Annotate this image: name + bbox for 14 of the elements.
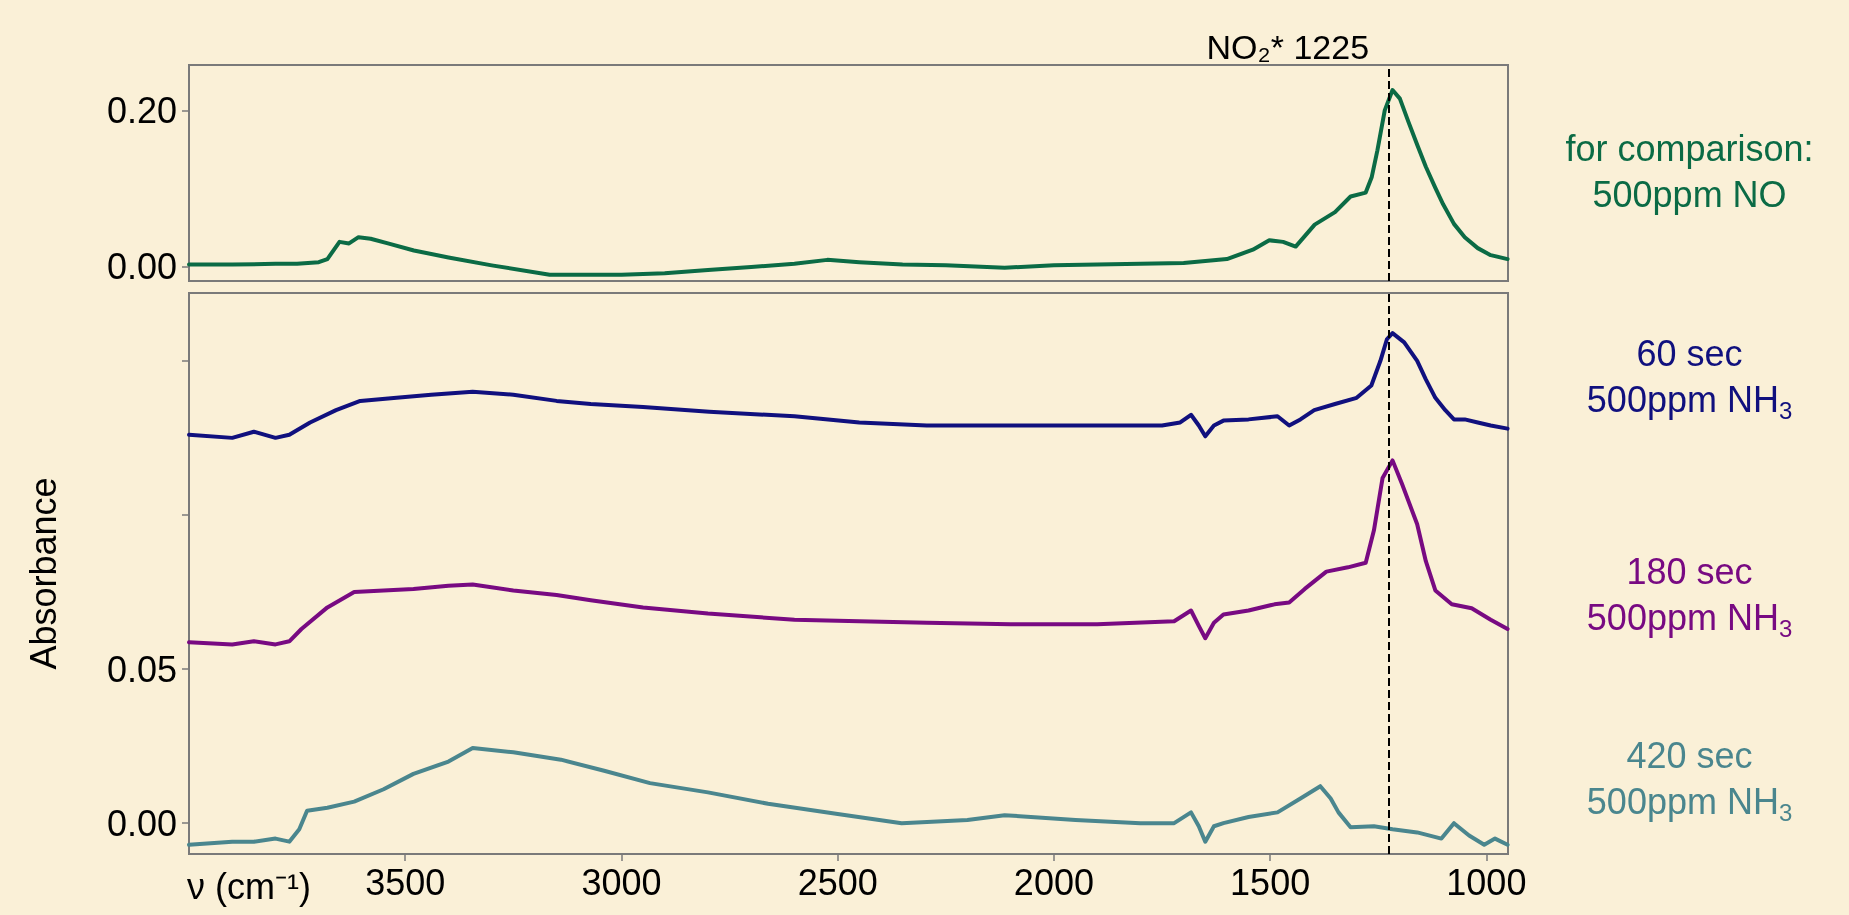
y-axis-title: Absorbance: [22, 477, 64, 670]
x-tick-label: 3500: [365, 861, 446, 903]
x-tick-label: 3000: [581, 861, 662, 903]
x-tick-label: 2000: [1013, 861, 1094, 903]
y-tick-label: 0.00: [106, 802, 177, 844]
ref-line-label: NO₂* 1225: [1206, 28, 1370, 66]
x-tick-label: 1500: [1230, 861, 1311, 903]
text: for comparison: 500ppm NO: [1565, 127, 1814, 215]
y-tick-label: 0.00: [106, 246, 177, 288]
y-tick-label: 0.05: [106, 648, 177, 690]
x-tick-label: 2500: [797, 861, 878, 903]
x-axis-title: ν (cm⁻¹): [187, 865, 311, 907]
y-tick-label: 0.20: [106, 89, 177, 131]
x-tick-label: 1000: [1446, 861, 1527, 903]
